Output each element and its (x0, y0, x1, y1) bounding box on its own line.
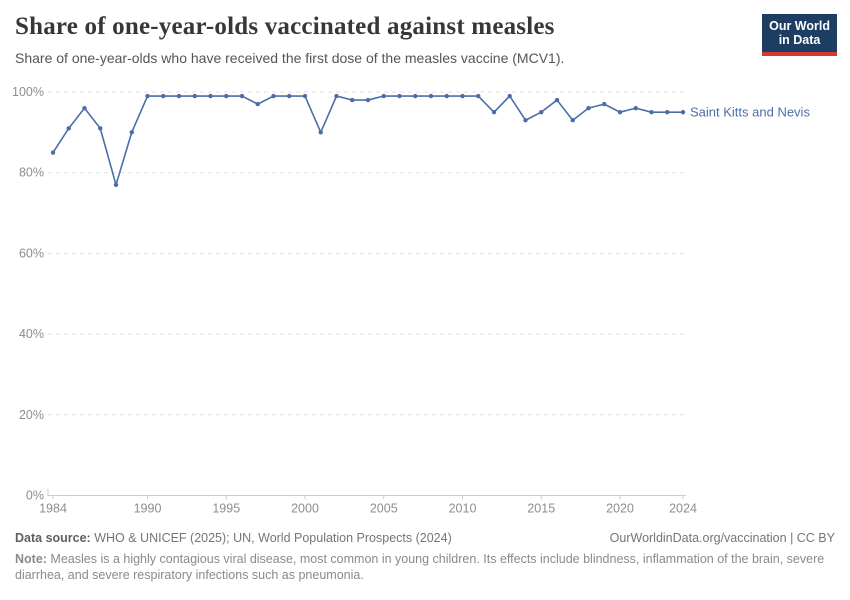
y-tick-label: 20% (19, 408, 44, 422)
x-tick-label: 1990 (134, 502, 162, 516)
data-point[interactable] (539, 109, 544, 115)
y-tick-label: 60% (19, 246, 44, 260)
data-point[interactable] (318, 130, 323, 135)
logo-line-1: Our World (769, 19, 830, 33)
data-point[interactable] (444, 93, 449, 99)
data-point[interactable] (161, 93, 166, 99)
data-point[interactable] (145, 93, 150, 99)
page-title: Share of one-year-olds vaccinated agains… (15, 13, 555, 40)
x-tick-label: 2020 (606, 502, 634, 516)
x-tick-label: 2024 (669, 502, 697, 516)
data-source: Data source: WHO & UNICEF (2025); UN, Wo… (15, 531, 452, 545)
data-point[interactable] (586, 105, 591, 111)
data-point[interactable] (665, 109, 670, 115)
x-tick-label: 2010 (449, 502, 477, 516)
data-point[interactable] (554, 97, 560, 103)
data-point[interactable] (224, 93, 229, 99)
chart-subtitle: Share of one-year-olds who have received… (15, 50, 565, 66)
data-point[interactable] (50, 150, 56, 155)
x-tick-label: 2005 (370, 502, 398, 516)
x-tick-label: 2000 (291, 502, 319, 516)
data-point[interactable] (255, 101, 260, 107)
data-point[interactable] (570, 118, 575, 123)
data-point[interactable] (649, 109, 654, 115)
x-tick-label: 1995 (212, 502, 240, 516)
data-point[interactable] (523, 118, 528, 123)
data-point[interactable] (602, 101, 607, 107)
data-point[interactable] (208, 93, 213, 99)
data-point[interactable] (428, 93, 434, 99)
data-source-label: Data source: (15, 531, 91, 545)
x-tick-label: 1984 (39, 502, 67, 516)
data-point[interactable] (617, 109, 623, 115)
data-point[interactable] (413, 93, 418, 99)
chart-note: Note: Measles is a highly contagious vir… (15, 551, 835, 583)
data-source-text: WHO & UNICEF (2025); UN, World Populatio… (90, 531, 452, 545)
data-point[interactable] (633, 105, 638, 111)
data-point[interactable] (271, 93, 276, 99)
citation-link[interactable]: OurWorldinData.org/vaccination | CC BY (609, 531, 835, 545)
note-label: Note: (15, 552, 47, 566)
data-point[interactable] (192, 93, 197, 99)
data-point[interactable] (397, 93, 402, 99)
y-tick-label: 0% (26, 489, 44, 503)
data-point[interactable] (350, 97, 355, 103)
data-point[interactable] (365, 97, 371, 103)
data-point[interactable] (129, 130, 134, 135)
data-point[interactable] (66, 126, 71, 131)
data-point[interactable] (476, 93, 481, 99)
x-tick-label: 2015 (527, 502, 555, 516)
y-tick-label: 80% (19, 166, 44, 180)
series-end-label: Saint Kitts and Nevis (690, 105, 810, 120)
data-point[interactable] (82, 105, 87, 111)
data-point[interactable] (98, 126, 103, 131)
data-point[interactable] (680, 109, 686, 115)
data-point[interactable] (287, 93, 292, 99)
data-point[interactable] (239, 93, 245, 99)
x-axis-line (47, 488, 686, 496)
logo-line-2: in Data (778, 33, 821, 48)
data-point[interactable] (334, 93, 339, 99)
y-tick-label: 100% (12, 85, 44, 99)
owid-logo: Our World in Data (762, 14, 837, 56)
data-point[interactable] (176, 93, 182, 99)
data-point[interactable] (460, 93, 465, 99)
data-point[interactable] (302, 93, 308, 99)
note-text: Measles is a highly contagious viral dis… (15, 552, 825, 582)
y-tick-label: 40% (19, 327, 44, 341)
data-point[interactable] (507, 93, 512, 99)
data-point[interactable] (381, 93, 386, 99)
data-point[interactable] (113, 182, 119, 188)
data-point[interactable] (491, 109, 497, 115)
